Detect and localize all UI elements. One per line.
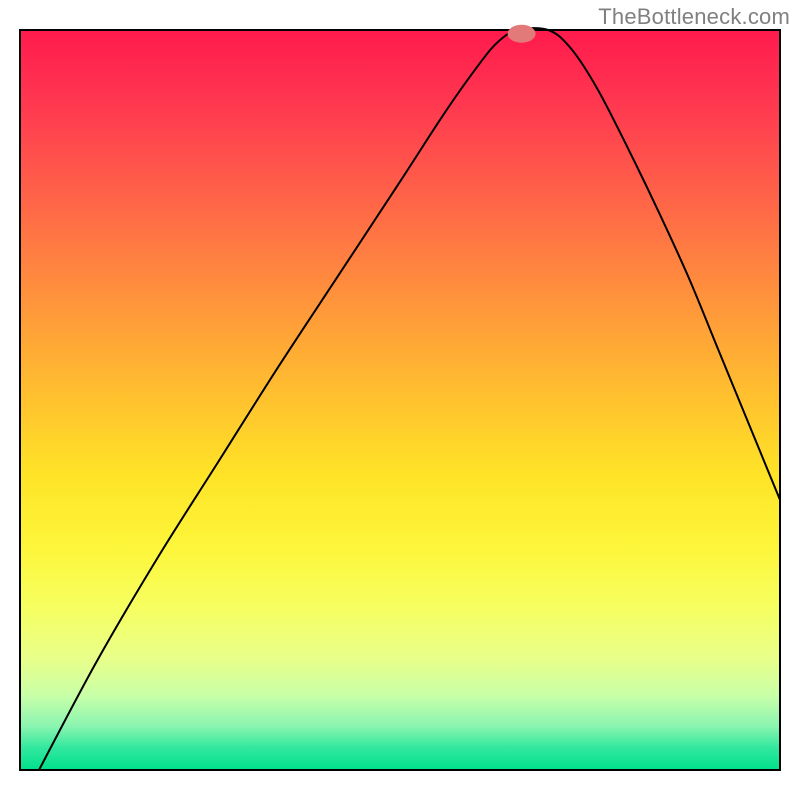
chart-container: TheBottleneck.com	[0, 0, 800, 800]
plot-background	[20, 30, 780, 770]
result-marker	[508, 25, 536, 43]
bottleneck-chart	[0, 0, 800, 800]
watermark-text: TheBottleneck.com	[598, 4, 790, 30]
